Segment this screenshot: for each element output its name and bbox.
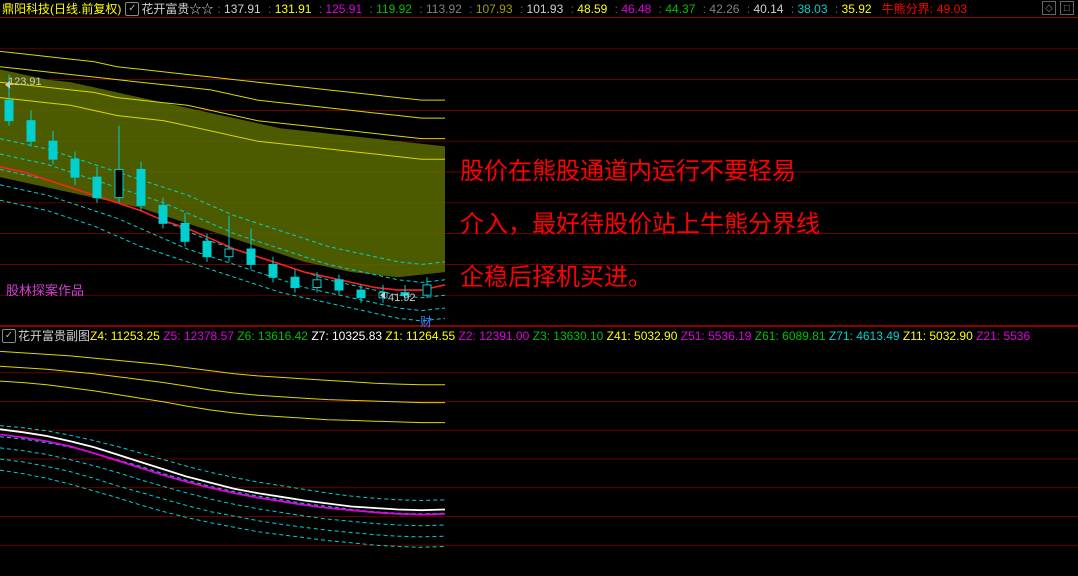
header-value: 101.93 <box>527 2 564 16</box>
sub-header-values: Z4: 11253.25 Z5: 12378.57 Z6: 13616.42 Z… <box>90 329 1030 343</box>
boundary-value: 49.03 <box>937 2 967 16</box>
header-values: : 137.91 : 131.91 : 125.91 : 119.92 : 11… <box>217 2 875 16</box>
sub-header-value: Z21: 5536 <box>973 329 1030 343</box>
main-header: 鼎阳科技(日线.前复权) ✓ 花开富贵☆☆ : 137.91 : 131.91 … <box>0 0 1078 18</box>
sub-header-value: Z11: 5032.90 <box>900 329 973 343</box>
sub-header-value: Z7: 10325.83 <box>308 329 382 343</box>
sub-header-value: Z71: 4613.49 <box>826 329 900 343</box>
panel-controls: ◇ □ <box>1042 1 1074 15</box>
header-value: 131.91 <box>275 2 312 16</box>
expand-icon[interactable]: ✓ <box>125 2 139 16</box>
header-value: 48.59 <box>577 2 607 16</box>
sub-header-value: Z3: 13630.10 <box>529 329 603 343</box>
boundary-label: 牛熊分界: <box>882 0 933 17</box>
sub-header-value: Z41: 5032.90 <box>603 329 677 343</box>
header-value: 113.92 <box>426 2 462 16</box>
sub-header-value: Z6: 13616.42 <box>234 329 308 343</box>
sub-header: ✓ 花开富贵副图 Z4: 11253.25 Z5: 12378.57 Z6: 1… <box>0 326 1078 344</box>
stock-name: 鼎阳科技(日线.前复权) <box>2 0 121 17</box>
top-price-label: 123.91 <box>8 76 42 88</box>
header-value: 125.91 <box>325 2 362 16</box>
header-value: 119.92 <box>376 2 412 16</box>
sub-header-value: Z4: 11253.25 <box>90 329 160 343</box>
sub-header-value: Z61: 6089.81 <box>751 329 825 343</box>
sub-header-value: Z51: 5536.19 <box>677 329 751 343</box>
annotation-text: 股价在熊股通道内运行不要轻易 介入，最好待股价站上牛熊分界线 企稳后择机买进。 <box>460 146 820 304</box>
sub-chart-panel <box>0 344 1078 574</box>
header-value: 46.48 <box>621 2 651 16</box>
annotation-line-2: 介入，最好待股价站上牛熊分界线 <box>460 199 820 252</box>
header-value: 137.91 <box>224 2 261 16</box>
annotation-line-3: 企稳后择机买进。 <box>460 252 820 305</box>
sub-header-value: Z1: 11264.55 <box>382 329 455 343</box>
header-value: 35.92 <box>842 2 872 16</box>
annotation-line-1: 股价在熊股通道内运行不要轻易 <box>460 146 820 199</box>
header-value: 40.14 <box>753 2 783 16</box>
header-value: 107.93 <box>476 2 513 16</box>
indicator-name: 花开富贵☆☆ <box>141 0 213 17</box>
main-chart-panel: 123.91 41.92 股林探案作品 财 股价在熊股通道内运行不要轻易 介入，… <box>0 18 1078 326</box>
sub-title: 花开富贵副图 <box>18 327 90 344</box>
diamond-icon[interactable]: ◇ <box>1042 1 1056 15</box>
sub-chart-svg[interactable] <box>0 344 1078 574</box>
sub-header-value: Z5: 12378.57 <box>160 329 234 343</box>
header-value: 38.03 <box>798 2 828 16</box>
expand-icon[interactable]: ✓ <box>2 329 16 343</box>
square-icon[interactable]: □ <box>1060 1 1074 15</box>
sub-header-value: Z2: 12391.00 <box>455 329 529 343</box>
header-value: 44.37 <box>665 2 695 16</box>
bottom-price-label: 41.92 <box>388 292 416 304</box>
header-value: 42.26 <box>709 2 739 16</box>
watermark: 股林探案作品 <box>6 280 84 299</box>
cai-label: 财 <box>420 313 432 330</box>
